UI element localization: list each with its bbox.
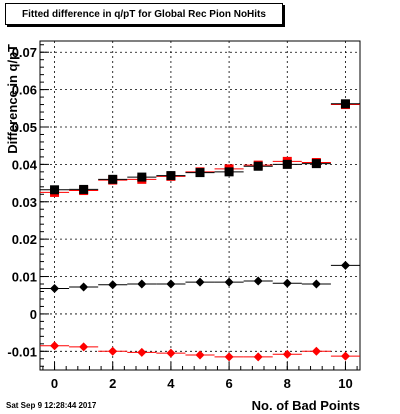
- y-tick-label: 0.05: [12, 120, 37, 135]
- y-tick-label: 0.06: [12, 83, 37, 98]
- x-tick-label: 4: [167, 376, 175, 391]
- y-tick-label: 0.01: [12, 270, 37, 285]
- x-tick-label: 10: [338, 376, 352, 391]
- diamond-marker: [282, 278, 292, 288]
- y-tick-label: 0: [30, 307, 37, 322]
- x-axis-label: No. of Bad Points: [252, 398, 360, 413]
- axis-ticks: 0 2 4 6 8 10 -0.01 0 0.01 0.02 0.03 0.04 0.05 0.06 0.0…: [7, 44, 358, 391]
- x-tick-label: 0: [51, 376, 58, 391]
- diamond-marker: [50, 283, 60, 293]
- y-tick-label: 0.02: [12, 232, 37, 247]
- square-marker: [195, 168, 205, 178]
- square-marker: [311, 159, 321, 169]
- diamond-marker: [340, 260, 350, 270]
- square-marker: [166, 171, 176, 181]
- square-marker: [79, 184, 89, 194]
- diamond-marker: [195, 277, 205, 287]
- diamond-marker: [137, 279, 147, 289]
- square-marker: [282, 159, 292, 169]
- x-tick-label: 8: [284, 376, 291, 391]
- square-marker: [253, 161, 263, 171]
- square-marker: [137, 172, 147, 182]
- diamond-marker: [224, 352, 234, 362]
- diamond-marker: [224, 277, 234, 287]
- diamond-marker: [311, 279, 321, 289]
- diamond-marker: [79, 342, 89, 352]
- square-marker: [340, 99, 350, 109]
- diamond-marker: [79, 282, 89, 292]
- diamond-marker: [137, 347, 147, 357]
- x-tick-label: 6: [225, 376, 232, 391]
- square-marker: [108, 174, 118, 184]
- y-tick-label: -0.01: [7, 344, 37, 359]
- diamond-marker: [282, 349, 292, 359]
- square-marker: [50, 185, 60, 195]
- diamond-marker: [253, 276, 263, 286]
- x-tick-label: 2: [109, 376, 116, 391]
- diamond-marker: [50, 341, 60, 351]
- diamond-marker: [311, 346, 321, 356]
- y-tick-label: 0.04: [12, 157, 38, 172]
- grid: [40, 41, 360, 370]
- diamond-marker: [108, 280, 118, 290]
- square-marker: [224, 167, 234, 177]
- y-axis-label: Difference in q/pT: [5, 44, 20, 154]
- diamond-marker: [166, 348, 176, 358]
- diamond-marker: [108, 346, 118, 356]
- data-marks: [40, 99, 360, 362]
- diamond-marker: [253, 352, 263, 362]
- y-tick-label: 0.07: [12, 45, 37, 60]
- y-tick-label: 0.03: [12, 195, 37, 210]
- timestamp: Sat Sep 9 12:28:44 2017: [6, 401, 97, 410]
- diamond-marker: [340, 351, 350, 361]
- chart-title: Fitted difference in q/pT for Global Rec…: [5, 3, 283, 25]
- plot-frame: [39, 40, 361, 371]
- diamond-marker: [166, 279, 176, 289]
- diamond-marker: [195, 350, 205, 360]
